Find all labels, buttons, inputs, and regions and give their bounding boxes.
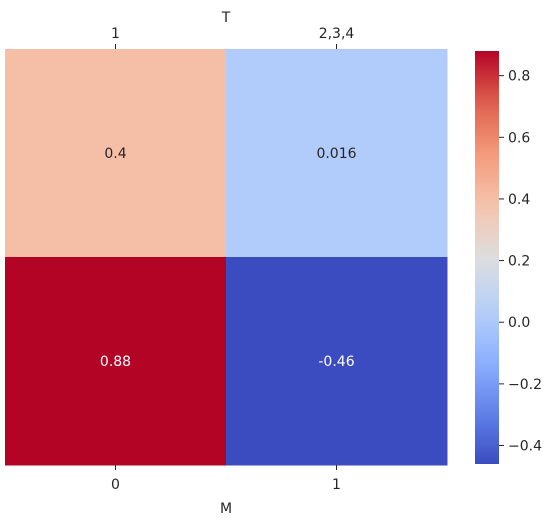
colorbar-gradient <box>475 51 499 464</box>
cell-value-label: 0.016 <box>316 146 356 162</box>
colorbar-tick-label: −0.2 <box>508 377 542 393</box>
colorbar-tick-label: 0.6 <box>508 130 530 146</box>
heatmap-cell <box>226 49 448 258</box>
colorbar-tick-label: −0.4 <box>508 439 542 455</box>
heatmap-cells <box>5 49 448 466</box>
cell-value-label: 0.4 <box>104 146 126 162</box>
axis-ticks: 1 2,3,4 0 1 <box>111 26 354 493</box>
colorbar-tick-label: 0.4 <box>508 192 530 208</box>
heatmap-cell <box>5 257 227 466</box>
heatmap-cell <box>5 49 227 258</box>
bottom-tick-label: 0 <box>111 477 120 493</box>
top-tick-label: 1 <box>111 26 120 42</box>
heatmap-cell <box>226 257 448 466</box>
colorbar-tick-label: 0.2 <box>508 254 530 270</box>
colorbar-tick-label: 0.8 <box>508 69 530 85</box>
bottom-tick-label: 1 <box>332 477 341 493</box>
bottom-axis-label: M <box>220 501 232 517</box>
colorbar-tick-label: 0.0 <box>508 315 530 331</box>
top-tick-label: 2,3,4 <box>319 26 355 42</box>
cell-value-label: 0.88 <box>100 354 131 370</box>
cell-value-label: -0.46 <box>318 354 354 370</box>
heatmap-annotations: 0.4 0.016 0.88 -0.46 <box>100 146 357 370</box>
colorbar: −0.4 −0.2 0.0 0.2 0.4 0.6 0.8 <box>475 51 542 464</box>
top-axis-label: T <box>221 10 231 26</box>
